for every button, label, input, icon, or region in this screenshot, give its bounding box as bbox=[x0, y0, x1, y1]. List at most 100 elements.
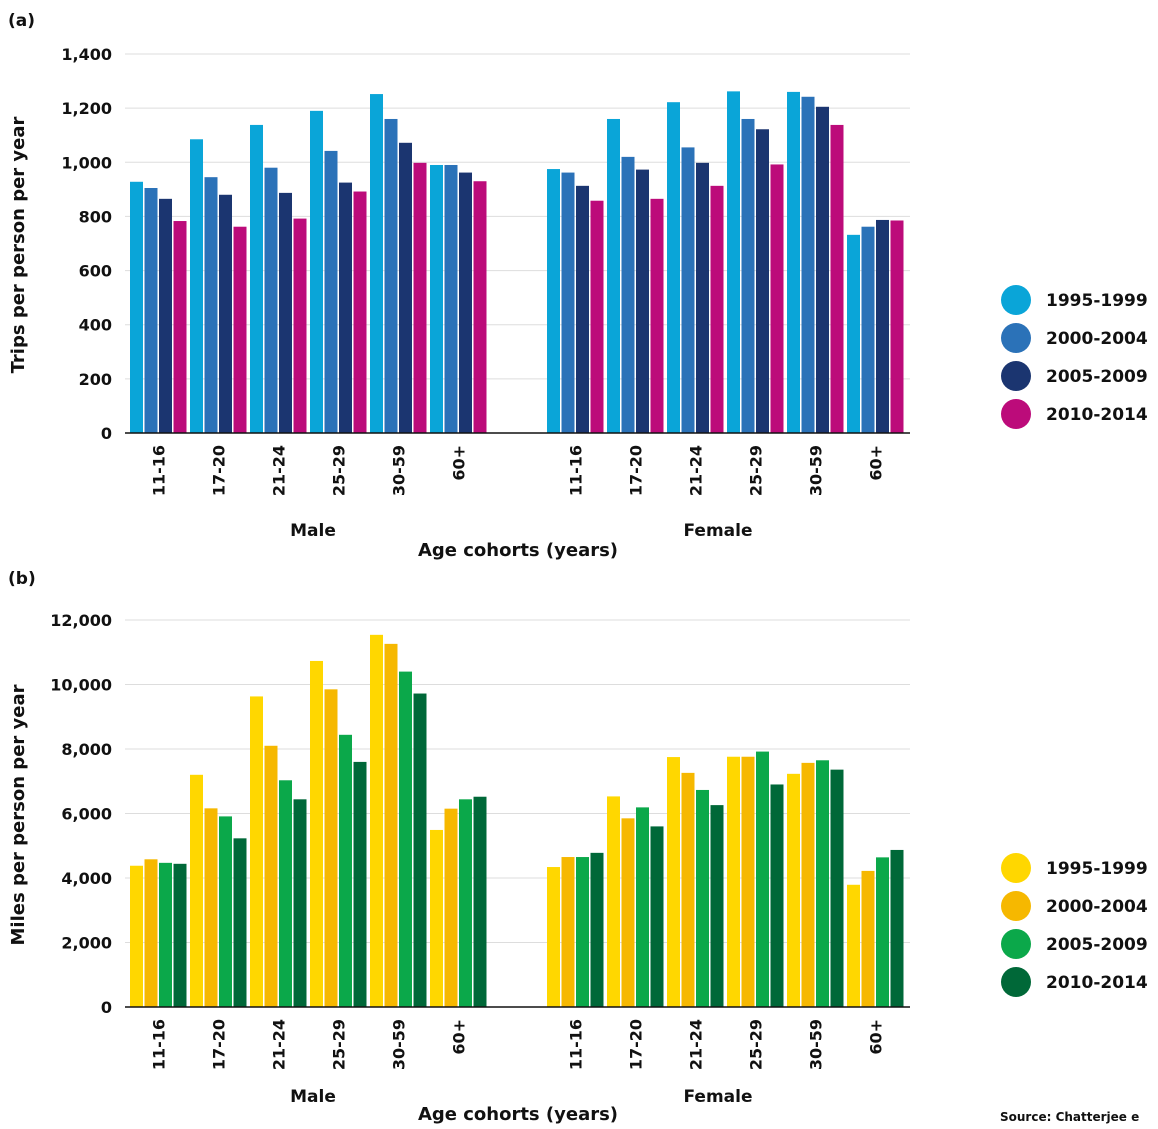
panel-a-legend-swatch bbox=[1001, 323, 1031, 353]
panel-b-xtick-label: 25-29 bbox=[329, 1019, 348, 1070]
panel-b-xtick-label: 60+ bbox=[449, 1019, 468, 1055]
panel-b-group-female-label: Female bbox=[684, 1087, 753, 1107]
panel-a-bar bbox=[547, 169, 560, 433]
panel-a-xtick-label: 17-20 bbox=[626, 445, 645, 496]
panel-b-bar bbox=[876, 857, 889, 1007]
panel-a-bar bbox=[293, 218, 307, 433]
panel-b-xtick-label: 30-59 bbox=[806, 1019, 825, 1070]
panel-b-ytick-label: 12,000 bbox=[50, 611, 112, 630]
panel-b-bar bbox=[696, 789, 709, 1007]
panel-b-bar bbox=[279, 780, 292, 1007]
panel-b-bar bbox=[293, 799, 307, 1007]
panel-b-ytick-label: 2,000 bbox=[61, 934, 112, 953]
panel-b-bar bbox=[710, 805, 724, 1007]
panel-a-bar bbox=[204, 177, 218, 433]
panel-a-bar bbox=[590, 200, 604, 433]
panel-a-xtick-label: 60+ bbox=[449, 445, 468, 481]
panel-a-xtick-label: 21-24 bbox=[686, 445, 705, 496]
panel-b-bar bbox=[250, 696, 263, 1007]
panel-b-xtick-label: 21-24 bbox=[686, 1019, 705, 1070]
panel-a-bar bbox=[233, 226, 247, 433]
panel-b-legend-swatch bbox=[1001, 967, 1031, 997]
panel-b-bar bbox=[816, 760, 829, 1007]
panel-b-bar bbox=[770, 784, 784, 1007]
panel-b-bar bbox=[667, 757, 680, 1007]
panel-a-bar bbox=[801, 96, 815, 433]
panel-a-bar bbox=[353, 191, 367, 433]
panel-a-ytick-label: 1,400 bbox=[61, 45, 112, 64]
panel-b-bar bbox=[741, 756, 755, 1007]
panel-b-bar bbox=[430, 829, 443, 1007]
panel-a-bar bbox=[384, 118, 398, 433]
panel-b-xtick-label: 25-29 bbox=[746, 1019, 765, 1070]
panel-a-legend-swatch bbox=[1001, 285, 1031, 315]
panel-b-bar bbox=[561, 857, 575, 1007]
panel-b-bar bbox=[219, 816, 232, 1007]
panel-b-bar bbox=[444, 808, 458, 1007]
panel-b-xtick-label: 11-16 bbox=[566, 1019, 585, 1070]
panel-a-bar bbox=[696, 162, 709, 433]
panel-a-bar bbox=[310, 110, 323, 433]
panel-b-ytick-label: 8,000 bbox=[61, 740, 112, 759]
panel-b-bar bbox=[890, 849, 904, 1007]
panel-b-bar bbox=[144, 859, 158, 1007]
panel-b-bar bbox=[756, 751, 769, 1007]
panel-b-bar bbox=[370, 634, 383, 1007]
panel-a-bar bbox=[787, 91, 800, 434]
panel-b-bar bbox=[727, 756, 740, 1007]
panel-b-bar bbox=[681, 772, 695, 1007]
panel-b-bar bbox=[787, 773, 800, 1007]
panel-a-bar bbox=[710, 185, 724, 433]
panel-b-bar bbox=[459, 799, 472, 1007]
panel-b-xlabel: Age cohorts (years) bbox=[418, 1104, 618, 1124]
panel-b-bar bbox=[576, 857, 589, 1007]
panel-b-ytick-label: 10,000 bbox=[50, 676, 112, 695]
panel-a-ytick-label: 0 bbox=[101, 424, 112, 443]
panel-a-ytick-label: 800 bbox=[79, 207, 112, 226]
chart-marks: 0 200 400 600 800 1,000 1,200 1,400 11-16 17-20 21… bbox=[50, 45, 1148, 1070]
panel-b-bar bbox=[607, 796, 620, 1007]
panel-a-legend-swatch bbox=[1001, 361, 1031, 391]
panel-b-bar bbox=[130, 865, 143, 1007]
panel-a-bar bbox=[159, 198, 172, 433]
source-note: Source: Chatterjee e bbox=[1000, 1110, 1139, 1124]
panel-a-bar bbox=[130, 181, 143, 433]
panel-b-bar bbox=[650, 826, 664, 1007]
panel-a-bar bbox=[190, 139, 203, 433]
panel-b-bar bbox=[861, 870, 875, 1007]
panel-a-bar bbox=[250, 124, 263, 434]
panel-b-bar bbox=[190, 774, 203, 1007]
panel-a-legend-label: 2005-2009 bbox=[1046, 367, 1148, 387]
panel-b-bar bbox=[547, 867, 560, 1007]
panel-b-bar bbox=[399, 671, 412, 1007]
panel-b-xtick-label: 30-59 bbox=[389, 1019, 408, 1070]
panel-a-bar bbox=[667, 102, 680, 434]
panel-b-bar bbox=[636, 807, 649, 1007]
panel-a-legend-swatch bbox=[1001, 399, 1031, 429]
panel-a-bar bbox=[324, 150, 338, 433]
panel-a-bar bbox=[876, 219, 889, 433]
panel-a-bar bbox=[681, 147, 695, 433]
panel-b-bar bbox=[339, 734, 352, 1007]
panel-b-bar bbox=[173, 863, 187, 1007]
panel-a-bar bbox=[607, 118, 620, 433]
panel-b-bar bbox=[473, 796, 487, 1007]
panel-b-ytick-label: 6,000 bbox=[61, 805, 112, 824]
panel-a-bar bbox=[444, 164, 458, 433]
panel-a-xlabel: Age cohorts (years) bbox=[418, 540, 618, 561]
panel-a-bar bbox=[219, 194, 232, 433]
panel-a-xtick-label: 11-16 bbox=[149, 445, 168, 496]
panel-b-bar bbox=[621, 818, 635, 1007]
panel-a-bar bbox=[339, 182, 352, 433]
panel-a-ytick-label: 1,200 bbox=[61, 99, 112, 118]
panel-a-bar bbox=[459, 172, 472, 433]
panel-a-legend-label: 2000-2004 bbox=[1046, 329, 1148, 349]
panel-b-legend-label: 1995-1999 bbox=[1046, 859, 1148, 879]
panel-a-bar bbox=[816, 106, 829, 434]
panel-b-bar bbox=[310, 660, 323, 1007]
panel-b-ylabel: Miles per person per year bbox=[8, 684, 29, 945]
panel-a-bar bbox=[473, 181, 487, 433]
panel-b-legend-label: 2010-2014 bbox=[1046, 973, 1148, 993]
panel-b-bar bbox=[353, 761, 367, 1007]
